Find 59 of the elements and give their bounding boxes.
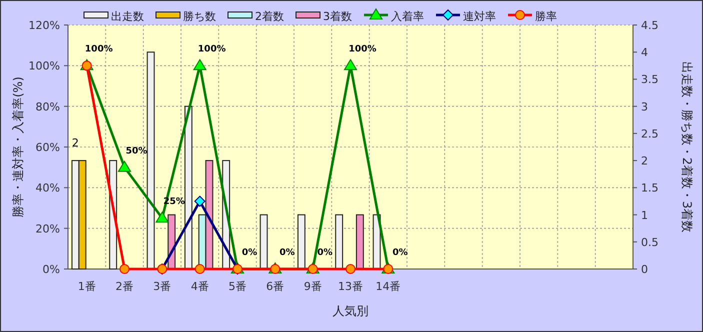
legend-label: 入着率	[391, 10, 424, 23]
y2-tick-label: 1.5	[641, 182, 658, 195]
legend-label: 2着数	[255, 10, 284, 23]
data-label: 2	[72, 136, 79, 150]
legend-label: 出走数	[111, 10, 144, 23]
y2-tick-label: 0.5	[641, 236, 658, 249]
x-tick-label: 6番	[266, 280, 284, 293]
data-label: 100%	[198, 44, 226, 55]
x-tick-label: 14番	[376, 280, 401, 293]
point	[118, 160, 131, 172]
point	[194, 264, 205, 274]
y2-tick-label: 2.5	[641, 127, 658, 140]
y2-tick-label: 3	[641, 100, 648, 114]
bar	[335, 214, 344, 270]
point	[194, 196, 206, 207]
legend-label: 勝率	[535, 10, 557, 23]
y2-tick-label: 3.5	[641, 73, 658, 86]
point	[156, 212, 169, 223]
point	[346, 264, 356, 274]
point	[193, 59, 206, 70]
y-tick-label: 100%	[28, 60, 60, 73]
data-label: 100%	[84, 44, 113, 55]
x-tick-label: 9番	[304, 280, 322, 293]
bar	[260, 214, 268, 270]
y2-tick-label: 4.5	[641, 19, 658, 32]
x-axis-title: 人気別	[332, 304, 368, 318]
data-label: 50%	[126, 146, 148, 156]
legend-label: 連対率	[463, 10, 496, 23]
x-tick-label: 2番	[116, 280, 134, 293]
y-tick-label: 120%	[28, 19, 60, 32]
x-tick-label: 1番	[78, 280, 96, 293]
data-label: 100%	[348, 44, 376, 55]
y2-tick-label: 2	[641, 154, 648, 168]
bar	[297, 214, 306, 270]
y-tick-label: 20%	[36, 222, 60, 236]
legend-label: 勝ち数	[183, 10, 216, 23]
point	[120, 264, 130, 274]
y2-tick-label: 0	[641, 263, 648, 276]
x-tick-label: 13番	[338, 280, 363, 293]
point	[344, 59, 357, 70]
data-label: 0%	[392, 248, 408, 258]
y2-axis-title: 出走数・勝ち数・2着数・3着数	[680, 61, 694, 233]
bar	[356, 214, 364, 270]
x-tick-label: 5番	[228, 280, 246, 293]
y2-tick-label: 1	[641, 208, 648, 222]
bar	[184, 106, 192, 270]
x-tick-label: 4番	[190, 280, 209, 293]
y2-tick-label: 4	[641, 46, 648, 60]
data-label: 0%	[280, 248, 295, 258]
y-tick-label: 60%	[36, 141, 60, 154]
y-tick-label: 80%	[36, 100, 60, 114]
y-tick-label: 0%	[42, 263, 60, 276]
data-label: 0%	[242, 248, 258, 258]
data-label: 0%	[317, 248, 332, 258]
legend-label: 3着数	[323, 10, 352, 23]
y-tick-label: 40%	[36, 182, 60, 195]
x-tick-label: 3番	[153, 280, 172, 293]
y-axis-title: 勝率・連対率・入着率(%)	[11, 76, 25, 218]
bar	[146, 52, 155, 270]
